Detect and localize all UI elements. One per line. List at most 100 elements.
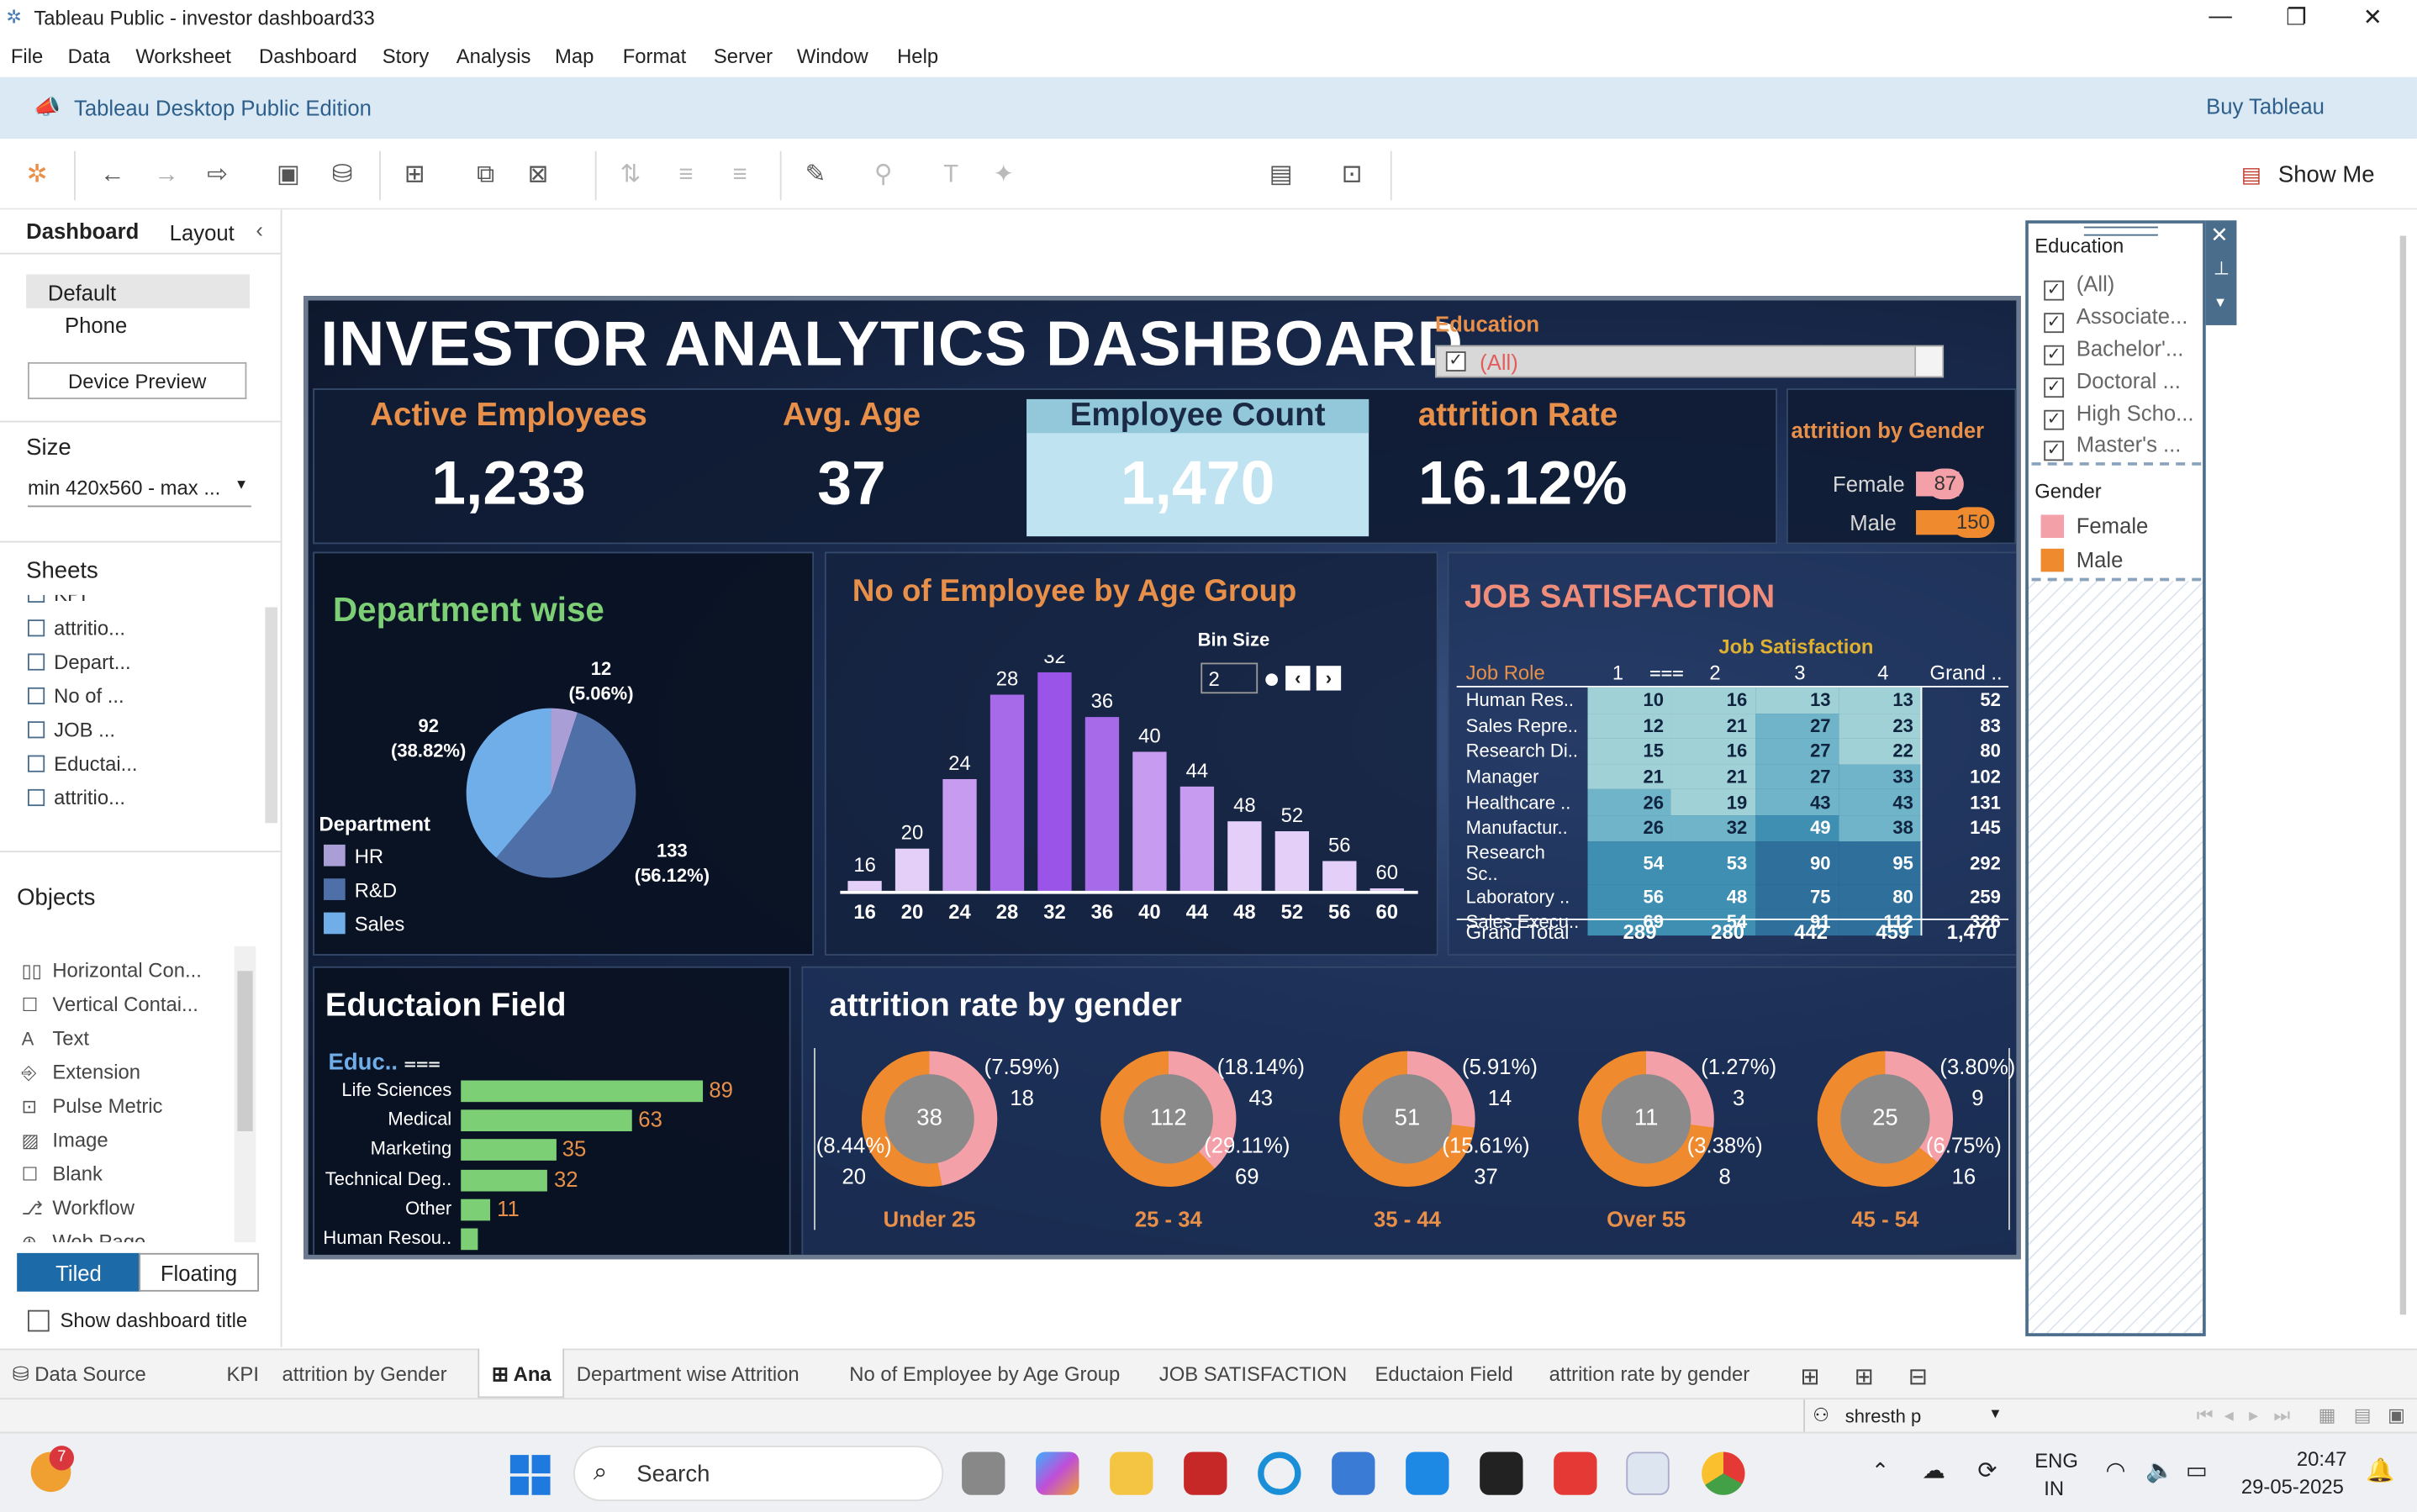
job-role-row[interactable]: Sales Execu.. 69 54 91 112 326 [1457,909,2009,935]
job-role-row[interactable]: Human Res.. 10 16 13 13 52 [1457,687,2009,714]
tab-education-field[interactable]: Eductaion Field [1375,1362,1513,1386]
size-dropdown[interactable]: min 420x560 - max ... ▼ [28,477,251,508]
task-view-icon[interactable] [962,1451,1005,1495]
close-button[interactable]: ✕ [2362,4,2383,31]
menu-worksheet[interactable]: Worksheet [135,45,231,68]
label-icon[interactable]: T [943,161,959,188]
pie-slice-sales[interactable] [466,708,551,858]
language-en[interactable]: ENG [2034,1448,2078,1472]
legend-rd[interactable]: R&D [324,878,397,902]
onedrive-icon[interactable]: ☁ [1922,1457,1945,1484]
tab-kpi[interactable]: KPI [226,1362,259,1386]
education-field-bar[interactable] [461,1109,632,1132]
chrome-icon[interactable] [1702,1451,1745,1495]
sheet-kpi[interactable]: KPI [28,594,87,606]
tab-data-source[interactable]: ⛁ Data Source [12,1362,146,1386]
youtube-icon[interactable] [1554,1451,1597,1495]
minimize-button[interactable]: — [2209,3,2232,29]
nav-last-icon[interactable]: ⏭ [2273,1404,2291,1426]
show-me-button[interactable]: Show Me [2277,161,2375,188]
gender-legend-male[interactable]: Male [2040,547,2123,572]
redo-icon[interactable]: → [154,161,179,188]
notification-bell-icon[interactable]: 🔔 [2366,1457,2395,1484]
bin-slider-dot[interactable] [1265,673,1278,687]
nav-prev-icon[interactable]: ◂ [2224,1404,2234,1426]
object-workflow[interactable]: ⎇ Workflow [21,1196,135,1220]
menu-server[interactable]: Server [713,45,773,68]
edu-filter-master[interactable]: ✓ Master's ... [2044,431,2181,461]
age-bar-36[interactable] [1084,717,1120,891]
sheet-attrition-1[interactable]: attritio... [28,617,125,640]
sort-icon[interactable]: ⩶ [1649,659,1684,683]
tableau-taskbar-icon[interactable] [1626,1451,1670,1495]
object-image[interactable]: ▨ Image [21,1128,108,1151]
tab-ana[interactable]: ⊞ Ana [491,1362,551,1386]
highlight-icon[interactable]: ✎ [805,161,826,188]
presentation-icon[interactable]: ⊡ [1341,161,1363,188]
tab-job-satisfaction[interactable]: JOB SATISFACTION [1158,1362,1348,1386]
list-view-icon[interactable]: ▤ [2353,1404,2372,1426]
age-bar-32[interactable] [1037,672,1072,891]
sheet-attrition-2[interactable]: attritio... [28,786,125,809]
edu-filter-bachelor[interactable]: ✓ Bachelor'... [2044,336,2183,366]
gender-legend-female[interactable]: Female [2040,514,2148,538]
legend-sales[interactable]: Sales [324,912,404,935]
windows-start-icon[interactable] [509,1455,551,1495]
duplicate-icon[interactable]: ⧉ [477,161,495,188]
education-field-bar[interactable] [461,1169,548,1191]
job-role-row[interactable]: Healthcare .. 26 19 43 43 131 [1457,789,2009,816]
vscode-icon[interactable] [1406,1451,1449,1495]
wifi-icon[interactable]: ◠ [2105,1457,2126,1484]
objects-scrollbar[interactable] [234,946,256,1243]
collapse-icon[interactable]: ‹ [256,217,263,242]
close-icon[interactable]: ✕ [2210,222,2229,247]
object-extension[interactable]: ⎆ Extension [21,1060,141,1084]
attrition-donut[interactable]: 112 [1100,1051,1237,1188]
age-bar-40[interactable] [1132,751,1167,891]
pin-icon[interactable]: ✦ [993,161,1014,188]
search-box[interactable]: ⌕ Search [573,1446,944,1502]
menu-window[interactable]: Window [796,45,868,68]
store-icon[interactable] [1332,1451,1375,1495]
pie-slice-hr[interactable] [551,708,578,793]
save-icon[interactable]: ▣ [276,161,300,188]
job-role-row[interactable]: Research Di.. 15 16 27 22 80 [1457,738,2009,765]
device-preview-button[interactable]: Device Preview [28,361,247,399]
sync-icon[interactable]: ⟳ [1977,1457,1997,1484]
menu-map[interactable]: Map [555,45,594,68]
swap-icon[interactable]: ⇅ [620,161,641,188]
object-webpage[interactable]: ⊕Web Page [22,1230,146,1242]
capcut-icon[interactable] [1480,1451,1523,1495]
sheets-scrollbar[interactable] [265,607,278,824]
age-bar-24[interactable] [942,778,977,891]
object-vertical[interactable]: ☐ Vertical Contai... [21,992,198,1016]
nav-next-icon[interactable]: ▸ [2249,1404,2259,1426]
object-horizontal[interactable]: ▯▯ Horizontal Con... [21,958,202,983]
job-role-row[interactable]: Manufactur.. 26 32 49 38 145 [1457,815,2009,841]
undo-icon[interactable]: ← [100,161,125,188]
education-field-bar[interactable] [461,1228,478,1251]
sort-asc-icon[interactable]: ≡ [678,161,694,188]
clock-date[interactable]: 29-05-2025 [2240,1474,2344,1499]
attrition-donut[interactable]: 38 [861,1051,998,1188]
nav-first-icon[interactable]: ⏮ [2196,1404,2214,1426]
menu-help[interactable]: Help [897,45,939,68]
age-bar-20[interactable] [895,848,930,891]
tab-age-group[interactable]: No of Employee by Age Group [849,1362,1121,1386]
education-sort-icon[interactable]: ⩶ [404,1049,441,1075]
chevron-down-icon[interactable]: ▼ [2213,294,2228,310]
sheet-education[interactable]: Eductai... [28,752,138,775]
new-worksheet-tab-icon[interactable]: ⊞ [1800,1363,1820,1391]
sheet-department[interactable]: Depart... [28,651,131,673]
tableau-home-icon[interactable]: ✲ [26,161,48,188]
job-role-row[interactable]: Manager 21 21 27 33 102 [1457,764,2009,790]
buy-tableau-link[interactable]: Buy Tableau [2206,93,2325,119]
job-role-row[interactable]: Laboratory .. 56 48 75 80 259 [1457,883,2009,910]
group-icon[interactable]: ⚲ [873,161,893,188]
menu-story[interactable]: Story [382,45,430,68]
new-story-tab-icon[interactable]: ⊟ [1908,1363,1928,1391]
menu-data[interactable]: Data [67,45,111,68]
show-cards-icon[interactable]: ▤ [1269,161,1293,188]
clear-sheet-icon[interactable]: ⊠ [527,161,549,188]
bin-increase-button[interactable]: › [1316,666,1342,691]
